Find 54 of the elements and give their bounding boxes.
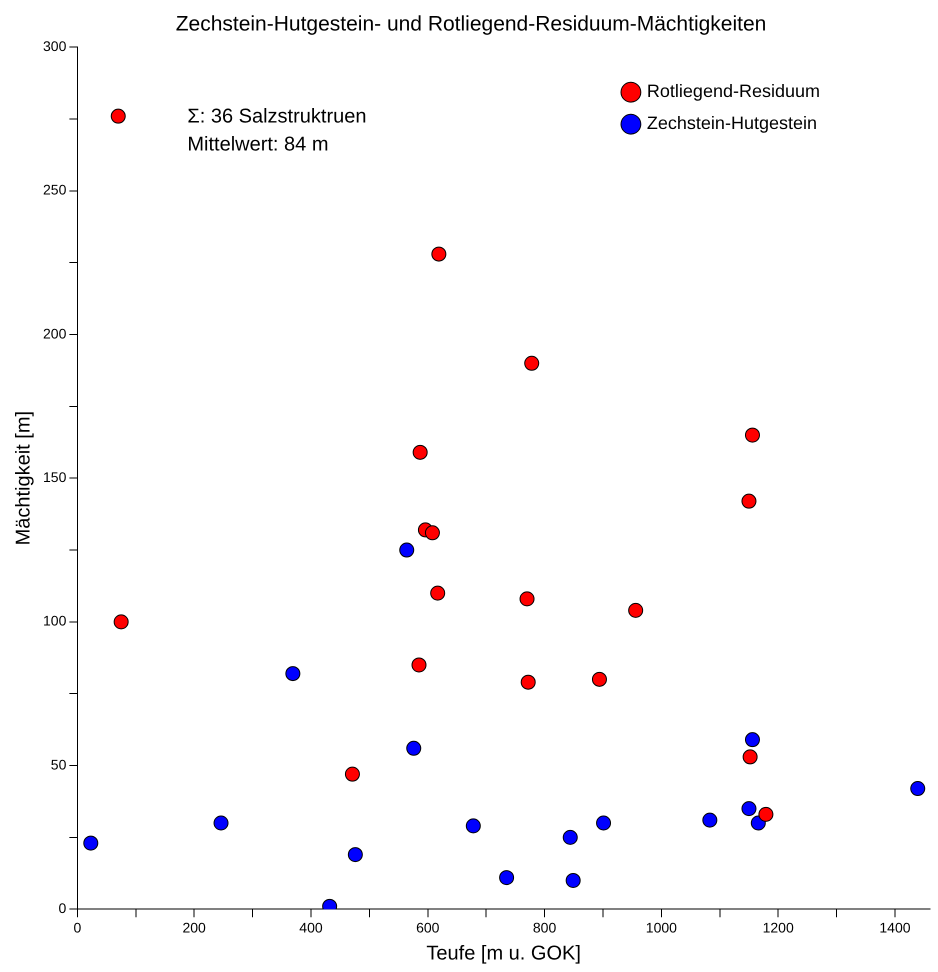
point — [910, 781, 926, 796]
chart-title: Zechstein-Hutgestein- und Rotliegend-Residuum-Mächtigkeiten — [176, 12, 766, 36]
y-tick-label: 200 — [43, 325, 67, 342]
point — [741, 801, 756, 816]
y-tick-label: 300 — [43, 38, 67, 54]
point — [412, 444, 428, 460]
y-tick-label: 50 — [50, 756, 67, 772]
point — [744, 732, 760, 748]
x-tick-label: 400 — [299, 919, 323, 936]
x-tick-label: 800 — [532, 919, 556, 936]
point — [110, 108, 126, 124]
annotation: Σ: 36 Salzstruktruen — [187, 106, 366, 128]
point — [520, 591, 535, 606]
x-tick-label: 600 — [416, 919, 440, 936]
point — [114, 614, 129, 630]
point — [744, 428, 760, 443]
point — [741, 494, 756, 509]
point — [83, 836, 98, 851]
annotation: Mittelwert: 84 m — [187, 134, 329, 156]
point — [466, 818, 481, 834]
point — [412, 657, 426, 672]
point — [214, 816, 229, 830]
x-tick-label: 1000 — [646, 919, 678, 936]
y-tick-label: 0 — [58, 900, 67, 916]
x-axis-title: Teufe [m u. GOK] — [426, 942, 581, 965]
legend-label: Rotliegend-Residuum — [646, 81, 820, 102]
point — [566, 872, 581, 888]
y-tick-label: 150 — [43, 469, 67, 486]
point — [592, 672, 607, 687]
point — [499, 870, 514, 886]
y-tick-label: 100 — [43, 612, 67, 629]
x-tick-label: 200 — [182, 919, 206, 936]
x-tick-label: 1200 — [762, 919, 794, 936]
y-tick-label: 250 — [43, 182, 67, 198]
y-axis-title: Mächtigkeit [m] — [12, 410, 35, 546]
point — [430, 586, 446, 601]
point — [596, 816, 612, 830]
point — [424, 525, 440, 540]
point — [702, 812, 718, 828]
point — [399, 542, 414, 558]
point — [562, 830, 578, 845]
x-tick-label: 0 — [73, 919, 82, 936]
point — [520, 674, 536, 690]
point — [406, 740, 422, 756]
point — [628, 602, 644, 618]
point — [348, 847, 363, 862]
point — [431, 246, 446, 262]
point — [285, 666, 300, 682]
point — [758, 806, 774, 822]
point — [344, 766, 360, 782]
point — [742, 749, 758, 764]
x-tick-label: 1400 — [879, 919, 911, 936]
legend-label: Zechstein-Hutgestein — [646, 113, 817, 134]
point — [524, 356, 540, 371]
